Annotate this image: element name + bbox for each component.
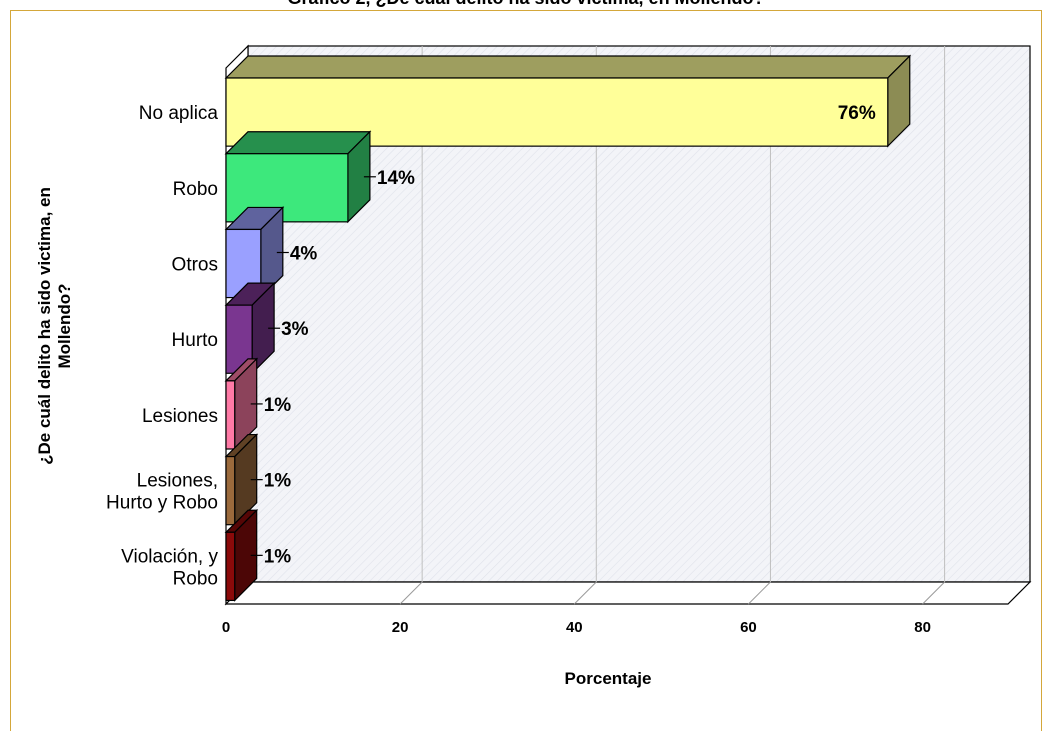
data-label: 4%	[290, 244, 318, 265]
bar	[224, 508, 259, 602]
category-label: Lesiones,	[137, 471, 218, 492]
bar	[224, 357, 259, 451]
y-axis-title-line: ¿De cuál delito ha sido victima, en	[35, 187, 54, 465]
bar-chart: 0 20 40 60 80 No aplica Robo Otros Hurto Lesione…	[35, 44, 1032, 688]
bar-front-face	[225, 380, 236, 450]
x-axis-title: Porcentaje	[565, 669, 652, 688]
category-label: Hurto y Robo	[106, 493, 218, 514]
bar	[224, 281, 276, 375]
floor-gridline	[922, 581, 945, 605]
category-label: No aplica	[139, 103, 219, 124]
x-tick-label: 20	[392, 619, 409, 636]
floor	[224, 581, 1032, 605]
data-label: 1%	[264, 471, 292, 492]
y-axis-title: ¿De cuál delito ha sido victima, enMolle…	[35, 187, 74, 465]
bar-top-face	[224, 55, 912, 79]
bar-front-face	[225, 228, 262, 299]
bars	[224, 54, 912, 602]
x-tick-label: 60	[740, 619, 757, 636]
x-tick-label: 0	[222, 619, 230, 636]
data-label: 76%	[838, 103, 876, 124]
category-label: Otros	[172, 255, 218, 276]
category-label: Lesiones	[142, 406, 218, 427]
data-labels: 76% 14% 4% 3% 1% 1% 1%	[250, 103, 876, 567]
data-label: 1%	[264, 546, 292, 567]
bar-top-face	[224, 131, 372, 155]
floor-gridline	[748, 581, 771, 605]
x-tick-label: 80	[914, 619, 931, 636]
floor-gridline	[573, 581, 597, 605]
data-label: 14%	[377, 168, 415, 189]
bar	[224, 433, 259, 527]
chart-title: Gráfico 2, ¿De cuál delito ha sido vícti…	[0, 0, 1052, 9]
category-label: Robo	[173, 568, 218, 589]
x-axis-ticks: 0 20 40 60 80	[222, 619, 931, 636]
bar-front-face	[225, 531, 236, 602]
bar-front-face	[225, 455, 236, 526]
category-label: Robo	[173, 179, 218, 200]
bar	[224, 205, 285, 300]
x-tick-label: 40	[566, 619, 583, 636]
category-label: Hurto	[172, 330, 218, 351]
y-axis-title-line: Mollendo?	[55, 284, 74, 369]
data-label: 1%	[264, 395, 292, 416]
category-labels: No aplica Robo Otros Hurto Lesiones Lesiones,…	[106, 103, 218, 589]
data-label: 3%	[281, 319, 309, 340]
category-label: Violación, y	[121, 546, 218, 567]
floor-gridline	[399, 581, 423, 605]
